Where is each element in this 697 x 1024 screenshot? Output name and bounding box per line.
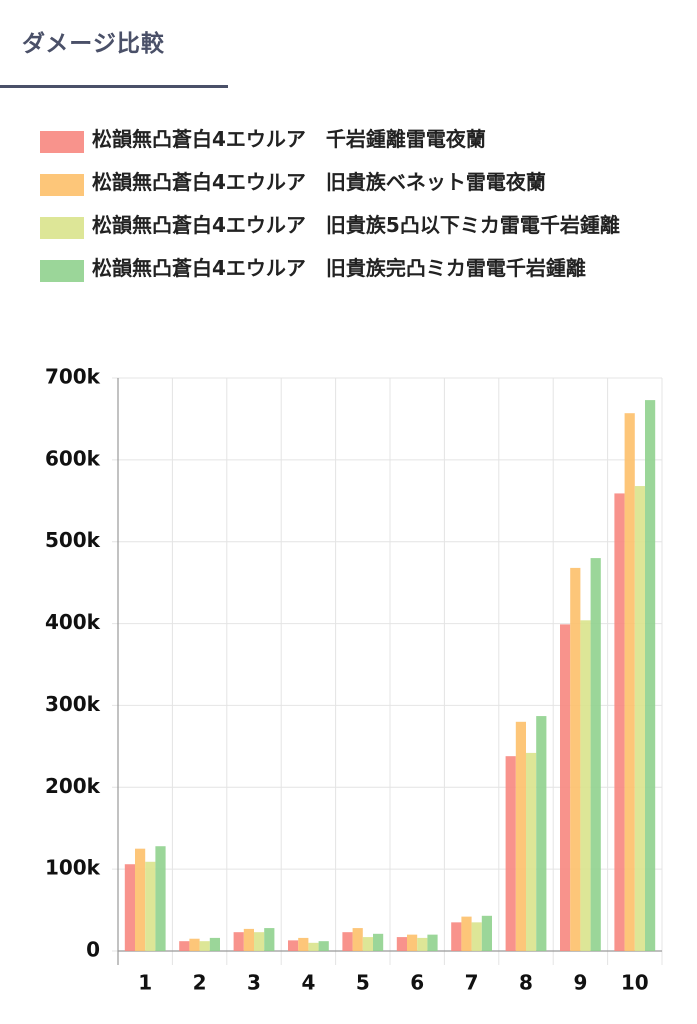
title-underline [0, 85, 228, 88]
bar [124, 864, 135, 951]
y-tick-label: 400k [45, 610, 101, 634]
legend-label: 松韻無凸蒼白4エウルア 旧貴族ベネット雷電夜蘭 [92, 170, 546, 194]
bar [417, 937, 428, 951]
bar [634, 486, 645, 951]
legend-swatch [40, 131, 84, 153]
bar [135, 848, 146, 951]
bar [407, 934, 418, 951]
legend-label: 松韻無凸蒼白4エウルア 旧貴族5凸以下ミカ雷電千岩鍾離 [92, 213, 620, 237]
y-tick-label: 600k [45, 446, 101, 470]
x-tick-label: 5 [356, 971, 370, 995]
bar [308, 942, 319, 951]
bar [352, 928, 363, 951]
bar [179, 941, 190, 951]
x-tick-label: 2 [193, 971, 207, 995]
bar [560, 624, 571, 951]
bar [264, 928, 275, 951]
bar [288, 940, 299, 951]
x-tick-label: 4 [301, 971, 315, 995]
y-tick-label: 0 [86, 938, 100, 962]
legend-item: 松韻無凸蒼白4エウルア 旧貴族5凸以下ミカ雷電千岩鍾離 [40, 214, 660, 239]
bar [570, 567, 581, 951]
y-tick-label: 300k [45, 692, 101, 716]
bar [614, 493, 625, 951]
bar [396, 937, 407, 951]
bar [427, 934, 438, 951]
bar [536, 716, 547, 951]
legend-item: 松韻無凸蒼白4エウルア 旧貴族ベネット雷電夜蘭 [40, 171, 660, 196]
page-title: ダメージ比較 [22, 31, 165, 57]
legend-item: 松韻無凸蒼白4エウルア 旧貴族完凸ミカ雷電千岩鍾離 [40, 257, 660, 282]
bar [624, 413, 635, 951]
bar [590, 558, 601, 951]
x-tick-label: 9 [573, 971, 587, 995]
legend-swatch [40, 260, 84, 282]
legend: 松韻無凸蒼白4エウルア 千岩鍾離雷電夜蘭松韻無凸蒼白4エウルア 旧貴族ベネット雷… [40, 128, 660, 300]
y-tick-label: 100k [45, 856, 101, 880]
bar [526, 752, 537, 951]
legend-item: 松韻無凸蒼白4エウルア 千岩鍾離雷電夜蘭 [40, 128, 660, 153]
legend-swatch [40, 217, 84, 239]
legend-swatch [40, 174, 84, 196]
x-tick-label: 3 [247, 971, 261, 995]
y-tick-label: 200k [45, 774, 101, 798]
bar [451, 922, 462, 951]
x-tick-label: 8 [519, 971, 533, 995]
bar [461, 916, 472, 951]
x-tick-label: 10 [621, 971, 649, 995]
bar [189, 938, 200, 951]
bar [209, 937, 220, 951]
legend-label: 松韻無凸蒼白4エウルア 旧貴族完凸ミカ雷電千岩鍾離 [92, 256, 586, 280]
bar [318, 941, 329, 951]
bar [481, 915, 492, 951]
bar [645, 400, 656, 951]
bar [342, 932, 353, 951]
bar [373, 933, 384, 951]
bar [233, 932, 244, 951]
bar [243, 928, 254, 951]
bar [155, 846, 166, 951]
bar [580, 620, 591, 951]
bar [199, 941, 210, 951]
x-tick-label: 7 [465, 971, 479, 995]
bar [254, 932, 265, 951]
y-tick-label: 700k [45, 365, 101, 389]
bar [471, 922, 482, 951]
x-tick-label: 1 [138, 971, 152, 995]
bar [298, 937, 309, 951]
legend-label: 松韻無凸蒼白4エウルア 千岩鍾離雷電夜蘭 [92, 127, 486, 151]
bar [515, 721, 526, 951]
x-tick-label: 6 [410, 971, 424, 995]
bar [145, 861, 156, 951]
y-tick-label: 500k [45, 528, 101, 552]
bar [505, 756, 516, 951]
bar [362, 937, 373, 951]
